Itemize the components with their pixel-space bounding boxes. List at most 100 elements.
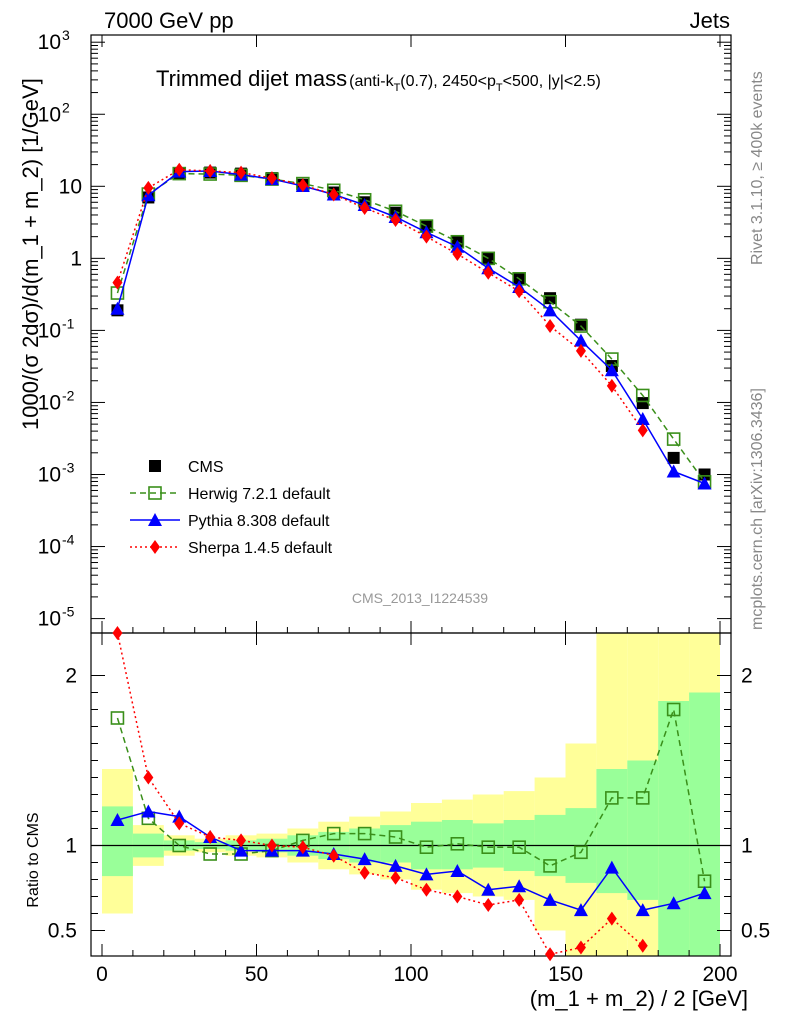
y-tick-exp--1: -1 [62,315,75,331]
y-tick-exp--3: -3 [62,459,75,475]
ratio-point-2-1 [141,804,156,818]
main-series [110,162,712,490]
x-axis-label: (m_1 + m_2) / 2 [GeV] [530,986,748,1011]
ratio-point-3-4 [236,833,247,848]
ratio-tick-label-2: 2 [65,665,77,688]
y-tick-exp--2: -2 [62,387,75,403]
legend-label-sherpa: Sherpa 1.4.5 default [188,540,333,557]
point-3-2 [174,162,185,177]
ratio-point-3-15 [575,940,586,955]
ratio-point-2-17 [635,903,650,917]
x-tick-label-3: 150 [548,963,583,986]
x-tick-label-2: 100 [393,963,428,986]
ratio-line-1 [116,706,706,882]
point-0-15 [574,318,587,331]
point-3-16 [606,378,617,393]
ratio-point-3-6 [297,840,308,855]
ratio-point-2-15 [573,903,588,917]
point-3-7 [328,187,339,202]
ratio-point-3-12 [483,898,494,912]
point-2-15 [573,333,588,347]
line-1 [116,172,706,483]
y-tick-exp-2: 2 [62,99,70,115]
ratio-point-3-10 [421,882,432,897]
ratio-line-3 [116,632,644,956]
ratio-point-1-14 [543,859,557,873]
chart-title: Trimmed dijet mass (anti-kT(0.7), 2450<pT… [156,66,601,94]
side-label-rivet: Rivet 3.1.10, ≥ 400k events [749,71,766,265]
ratio-point-3-11 [452,889,463,904]
legend-marker-1 [148,486,162,500]
ratio-point-2-2 [172,809,187,823]
ratio-point-1-7 [326,826,341,841]
legend-marker-3 [150,540,160,554]
y-axis-label-main: 1000/(σ 2dσ)/d(m_1 + m_2) [1/GeV] [18,78,43,430]
point-3-6 [297,178,308,193]
line-3 [116,168,644,431]
title-main: Trimmed dijet mass [156,66,347,91]
title-detail-sub-1: T [394,82,401,94]
y-tick-label-2: 10 [38,103,61,126]
point-3-5 [266,171,277,186]
ratio-point-3-9 [390,870,401,885]
band-green-18 [658,701,690,956]
line-2 [116,170,705,485]
ratio-point-3-16 [606,911,617,926]
analysis-tag: CMS_2013_I1224539 [352,590,488,606]
ratio-point-3-8 [359,865,370,880]
legend-label-herwig: Herwig 7.2.1 default [188,486,331,503]
point-3-14 [545,319,556,334]
ratio-uncertainty-bands [91,633,731,956]
ratio-point-3-0 [112,626,123,640]
corner-right-label: Jets [690,8,730,33]
point-3-11 [452,246,463,261]
ratio-point-2-12 [481,882,496,896]
y-tick-exp-3: 3 [62,27,70,43]
point-2-16 [604,363,619,377]
ratio-point-2-18 [666,896,681,910]
ratio-point-2-16 [604,860,619,874]
point-3-8 [359,200,370,215]
ratio-point-1-17 [635,791,650,805]
legend-marker-cms [149,460,161,472]
ratio-point-1-11 [450,836,465,851]
title-detail-3: <500, |y|<2.5) [503,73,601,90]
point-3-0 [112,275,123,290]
title-detail-sub-2: T [496,82,503,94]
y-tick-exp--5: -5 [62,604,75,620]
x-tick-label-1: 50 [245,963,268,986]
point-3-17 [637,423,648,438]
point-3-12 [483,265,494,280]
point-3-9 [390,213,401,228]
ratio-point-2-8 [357,852,372,866]
point-2-14 [543,303,558,317]
ratio-point-3-14 [545,947,556,962]
y-tick-label--4: 10 [38,536,61,559]
ratio-tick-label-0: 0.5 [48,920,77,943]
ratio-point-1-0 [110,711,125,725]
y-tick-label-3: 10 [38,31,61,54]
title-detail-2: (0.7), 2450<p [400,73,496,90]
ratio-point-1-2 [172,838,187,853]
point-3-1 [143,180,154,195]
ratio-point-3-1 [143,770,154,785]
y-tick-label--1: 10 [38,319,61,342]
band-green-17 [627,760,659,900]
corner-left-label: 7000 GeV pp [104,8,234,33]
ratio-tick-label-right-1: 1 [741,835,753,858]
ratio-point-2-9 [388,858,403,872]
side-label-mcplots: mcplots.cern.ch [arXiv:1306.3436] [749,388,766,630]
point-3-3 [205,164,216,179]
y-tick-label--5: 10 [38,608,61,631]
ratio-line-2 [117,810,705,911]
x-tick-label-4: 200 [702,963,737,986]
point-2-11 [450,239,465,253]
legend-label-pythia: Pythia 8.308 default [188,513,330,530]
point-1-15 [574,319,588,333]
legend-label-cms: CMS [188,459,224,476]
ratio-point-1-10 [419,840,434,855]
ratio-point-3-5 [266,838,277,853]
ratio-point-3-3 [205,830,216,844]
point-0-17 [636,397,649,410]
